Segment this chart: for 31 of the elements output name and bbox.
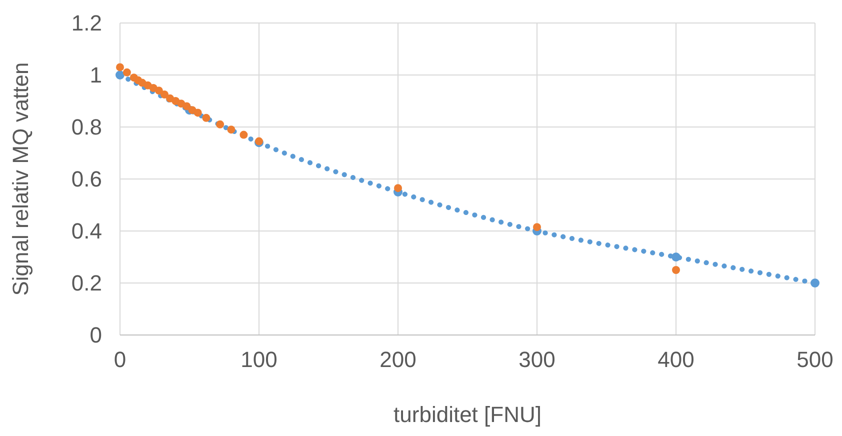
x-tick-label: 200 — [380, 347, 416, 372]
y-tick-label: 0.6 — [71, 166, 102, 192]
point — [202, 114, 210, 122]
y-tick-label: 1 — [90, 62, 102, 88]
y-tick-label: 0.2 — [71, 270, 102, 296]
point — [672, 252, 680, 262]
point — [240, 130, 248, 139]
point — [160, 90, 168, 98]
point — [810, 278, 820, 288]
point — [194, 108, 202, 117]
point — [182, 102, 191, 110]
point — [672, 266, 680, 274]
x-tick-label: 300 — [518, 347, 556, 372]
point — [394, 184, 402, 192]
y-axis-title: Signal relativ MQ vatten — [8, 62, 33, 296]
point — [227, 126, 236, 134]
x-tick-label: 0 — [114, 347, 126, 372]
point — [116, 70, 124, 80]
x-tick-label: 100 — [240, 347, 278, 372]
y-tick-label: 0 — [90, 322, 102, 348]
y-tick-label: 0.8 — [71, 114, 102, 140]
point — [122, 68, 131, 76]
y-tick-label: 1.2 — [71, 10, 102, 36]
point — [533, 223, 541, 232]
point — [116, 63, 124, 72]
point — [216, 120, 224, 128]
x-tick-label: 400 — [658, 347, 694, 372]
point — [154, 86, 163, 95]
x-tick-label: 500 — [796, 347, 834, 372]
x-axis-title: turbiditet [FNU] — [394, 402, 542, 427]
y-tick-label: 0.4 — [71, 218, 102, 244]
